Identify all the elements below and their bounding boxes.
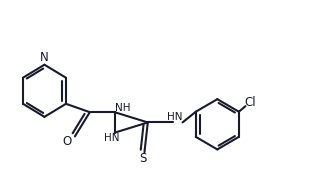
Text: O: O (62, 135, 71, 148)
Text: NH: NH (115, 103, 130, 112)
Text: HN: HN (167, 112, 182, 122)
Text: N: N (40, 51, 49, 64)
Text: HN: HN (104, 133, 120, 143)
Text: Cl: Cl (244, 96, 256, 109)
Text: S: S (139, 152, 147, 165)
